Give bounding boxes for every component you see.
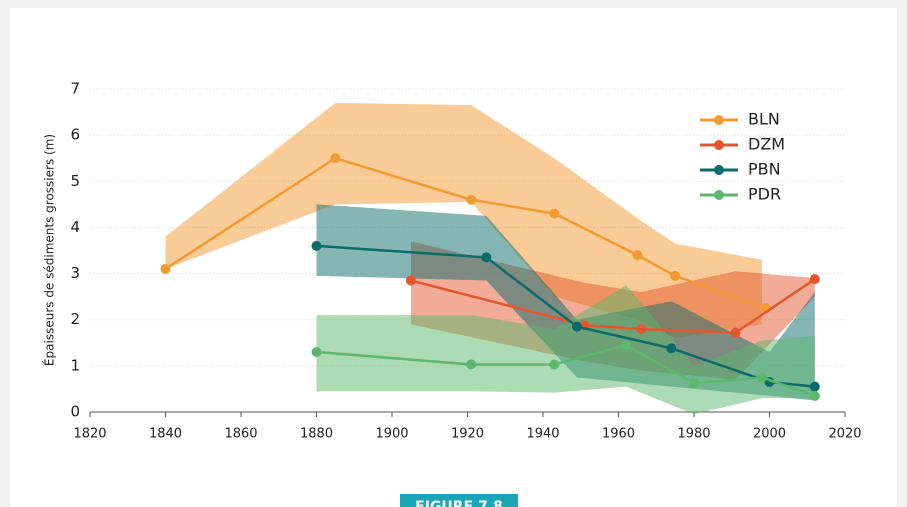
x-tick-label: 1940	[526, 427, 559, 442]
x-tick-label: 1960	[602, 427, 635, 442]
data-point	[311, 240, 322, 251]
figure-badge	[400, 494, 518, 507]
legend-marker	[714, 115, 724, 125]
range-band	[165, 102, 762, 339]
data-point	[466, 194, 477, 205]
data-point	[809, 274, 820, 285]
x-tick-label: 1920	[451, 427, 484, 442]
data-point	[756, 372, 767, 383]
y-axis-label: Épaisseurs de sédiments grossiers (m)	[42, 134, 57, 366]
data-point	[330, 153, 341, 164]
x-tick-label: 1980	[677, 427, 710, 442]
x-tick-label: 1860	[224, 427, 257, 442]
data-point	[689, 378, 699, 389]
legend-label: PBN	[748, 160, 781, 179]
data-point	[636, 323, 647, 334]
y-tick-label: 6	[70, 126, 80, 144]
data-point	[549, 208, 560, 219]
y-tick-label: 4	[70, 218, 80, 236]
x-tick-label: 2000	[753, 427, 786, 442]
data-point	[730, 327, 741, 338]
figure-label: FIGURE 7.8	[415, 499, 503, 507]
data-point	[311, 347, 322, 358]
x-tick-label: 1840	[149, 427, 182, 442]
y-tick-label: 0	[70, 403, 80, 421]
y-tick-label: 2	[70, 310, 80, 328]
x-tick-label: 1900	[375, 427, 408, 442]
legend-marker	[714, 140, 724, 150]
legend-marker	[714, 190, 724, 200]
data-point	[621, 340, 632, 351]
data-point	[809, 381, 820, 392]
data-point	[666, 343, 677, 354]
y-tick-label: 3	[70, 264, 80, 282]
data-point	[549, 359, 560, 370]
data-point	[571, 321, 582, 332]
data-point	[809, 390, 820, 401]
y-tick-label: 5	[70, 172, 80, 190]
y-tick-label: 7	[70, 80, 80, 98]
data-point	[160, 263, 171, 274]
data-point	[632, 250, 643, 261]
legend-label: DZM	[748, 135, 785, 154]
x-tick-label: 1820	[73, 427, 106, 442]
data-point	[405, 275, 416, 286]
y-tick-label: 1	[70, 356, 80, 374]
legend-label: BLN	[748, 110, 780, 129]
legend-label: PDR	[748, 185, 781, 204]
data-point	[481, 252, 492, 263]
data-point	[670, 270, 681, 281]
legend-marker	[714, 165, 724, 175]
x-tick-label: 1880	[300, 427, 333, 442]
data-point	[466, 359, 477, 370]
x-tick-label: 2020	[828, 427, 861, 442]
